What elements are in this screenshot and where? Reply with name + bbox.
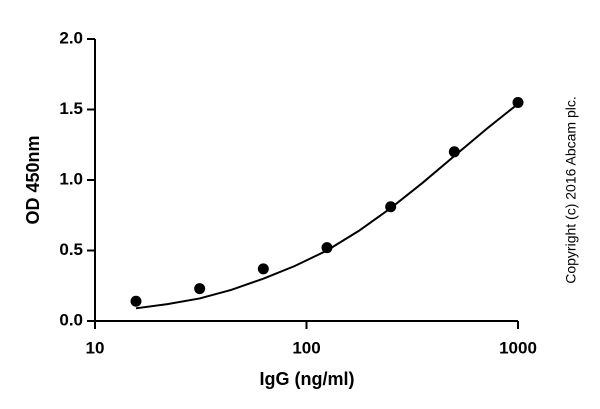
data-point xyxy=(194,283,206,295)
data-point xyxy=(257,263,269,275)
x-tick-label: 1000 xyxy=(499,338,537,357)
data-point xyxy=(130,295,142,307)
y-tick-label: 1.0 xyxy=(59,169,83,188)
y-axis-title: OD 450nm xyxy=(23,135,43,224)
y-tick-label: 0.5 xyxy=(59,240,83,259)
fit-curve xyxy=(135,103,519,310)
copyright: Copyright (c) 2016 Abcam plc. xyxy=(563,96,579,284)
x-axis-title: IgG (ng/ml) xyxy=(260,369,355,389)
data-point xyxy=(321,242,333,254)
y-tick-label: 1.5 xyxy=(59,99,83,118)
x-tick-label: 10 xyxy=(86,338,105,357)
x-tick-label: 100 xyxy=(292,338,320,357)
y-tick-label: 0.0 xyxy=(59,310,83,329)
y-tick-label: 2.0 xyxy=(59,28,83,47)
